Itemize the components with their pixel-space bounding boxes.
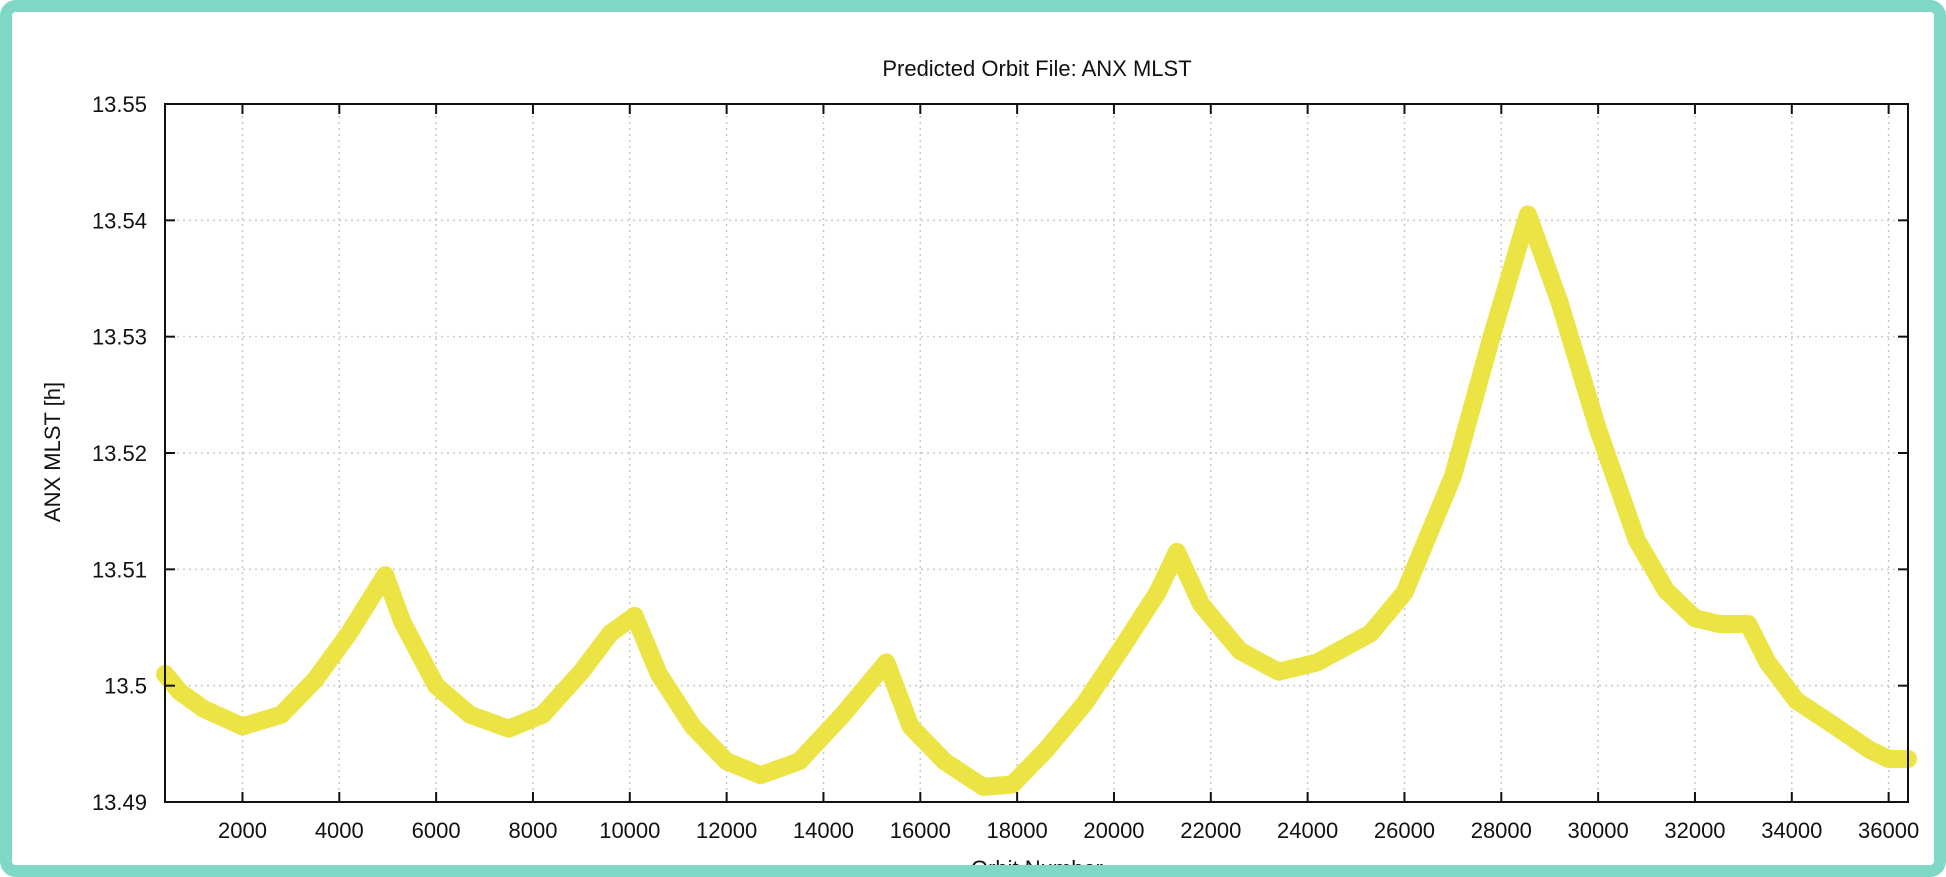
x-tick-label: 32000 [1664,818,1725,843]
y-tick-label: 13.53 [92,325,147,350]
x-tick-label: 30000 [1568,818,1629,843]
x-tick-label: 4000 [315,818,364,843]
x-axis-label: Orbit Number [971,856,1103,877]
chart-title: Predicted Orbit File: ANX MLST [882,56,1191,81]
x-tick-label: 16000 [890,818,951,843]
y-tick-label: 13.55 [92,92,147,117]
x-tick-label: 2000 [218,818,267,843]
page-background [12,12,1934,865]
y-tick-label: 13.49 [92,790,147,815]
x-tick-label: 12000 [696,818,757,843]
x-tick-label: 10000 [599,818,660,843]
x-tick-label: 18000 [987,818,1048,843]
x-tick-label: 28000 [1471,818,1532,843]
x-tick-label: 22000 [1180,818,1241,843]
chart-svg: 2000 4000 6000 8000 10000 12000 14000 16000 1800… [12,12,1934,877]
x-tick-label: 34000 [1761,818,1822,843]
x-tick-label: 36000 [1858,818,1919,843]
y-axis-label: ANX MLST [h] [40,382,65,522]
y-tick-label: 13.5 [104,674,147,699]
plot-background [12,12,1934,865]
ticks-group: 2000 4000 6000 8000 10000 12000 14000 16000 1800… [92,92,1919,843]
data-series-line [156,205,1917,796]
x-tick-label: 6000 [412,818,461,843]
x-tick-label: 8000 [508,818,557,843]
x-tick-label: 14000 [793,818,854,843]
y-tick-label: 13.52 [92,441,147,466]
x-tick-label: 24000 [1277,818,1338,843]
x-tick-label: 26000 [1374,818,1435,843]
x-tick-label: 20000 [1083,818,1144,843]
y-tick-label: 13.54 [92,208,147,233]
y-tick-label: 13.51 [92,557,147,582]
